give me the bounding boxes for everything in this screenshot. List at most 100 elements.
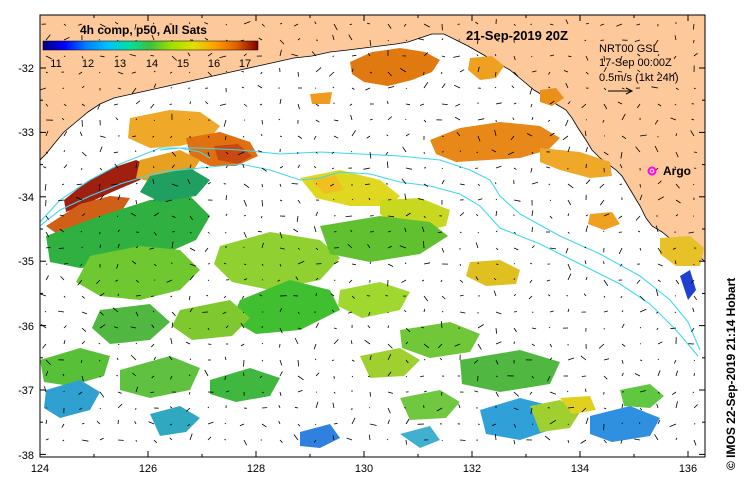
current-vector — [225, 151, 229, 155]
current-vector — [405, 39, 408, 41]
current-vector — [153, 212, 160, 217]
current-vector — [494, 71, 497, 77]
current-vector — [116, 357, 119, 361]
current-vector — [693, 439, 697, 446]
current-vector — [530, 262, 533, 265]
current-vector — [562, 135, 569, 141]
current-vector — [620, 439, 623, 444]
current-vector — [44, 386, 47, 393]
current-vector — [421, 226, 425, 233]
current-vector — [225, 231, 227, 234]
current-vector — [657, 180, 662, 185]
current-vector — [530, 23, 533, 25]
current-vector — [675, 199, 681, 204]
current-vector — [135, 162, 138, 169]
current-vector — [418, 38, 425, 41]
current-vector — [297, 311, 300, 315]
current-vector — [368, 311, 371, 316]
current-vector — [96, 279, 101, 284]
current-vector — [206, 294, 209, 297]
current-vector — [63, 295, 66, 298]
current-vector — [369, 355, 372, 361]
current-vector — [420, 375, 425, 377]
current-vector — [549, 215, 553, 219]
current-vector — [363, 167, 371, 170]
current-vector — [239, 423, 245, 427]
current-vector — [115, 279, 119, 282]
current-vector — [585, 214, 589, 217]
current-vector — [113, 103, 119, 106]
current-vector — [495, 327, 497, 334]
current-vector — [219, 103, 227, 106]
lon-label: 124 — [31, 463, 49, 475]
current-vector — [333, 422, 338, 425]
current-vector — [491, 423, 497, 426]
current-vector — [495, 198, 498, 201]
current-vector — [294, 23, 299, 27]
current-vector — [279, 231, 283, 239]
current-vector — [225, 23, 227, 26]
current-vector — [549, 199, 552, 202]
current-vector — [691, 279, 695, 284]
current-vector — [113, 326, 119, 329]
current-vector — [565, 247, 569, 254]
current-vector — [513, 263, 516, 265]
current-vector — [495, 211, 498, 217]
current-vector — [131, 71, 137, 74]
current-vector — [617, 70, 623, 73]
current-vector — [279, 23, 283, 25]
current-vector — [671, 71, 677, 77]
current-vector — [225, 325, 229, 329]
current-vector — [529, 391, 533, 395]
current-vector — [332, 55, 335, 57]
current-vector — [351, 68, 354, 73]
current-vector — [117, 391, 122, 394]
current-vector — [567, 55, 572, 58]
current-vector — [150, 391, 155, 394]
current-vector — [332, 86, 335, 89]
current-vector — [513, 293, 517, 297]
current-vector — [148, 421, 155, 425]
current-vector — [347, 244, 353, 249]
current-vector — [367, 244, 371, 249]
current-vector — [279, 371, 283, 377]
current-vector — [297, 164, 300, 169]
current-scale: 0.5m/s (1kt 24h) — [599, 72, 678, 84]
current-vector — [549, 391, 557, 395]
current-vector — [691, 118, 695, 121]
current-vector — [333, 391, 336, 394]
longitude-labels: 124 126 128 130 132 134 136 — [31, 463, 697, 475]
current-vector — [351, 54, 357, 57]
current-vector — [423, 215, 426, 219]
current-vector — [423, 71, 425, 76]
current-vector — [207, 151, 210, 157]
current-vector — [152, 135, 155, 138]
lat-label: -33 — [18, 127, 34, 139]
current-vector — [297, 71, 299, 77]
current-vector — [387, 391, 394, 394]
current-vector — [171, 322, 174, 329]
current-vector — [405, 327, 411, 333]
current-vector — [99, 311, 104, 316]
current-vector — [674, 35, 677, 41]
current-vector — [189, 164, 192, 169]
current-vector — [241, 295, 245, 300]
current-vector — [458, 404, 461, 409]
current-vector — [332, 435, 335, 441]
current-vector — [621, 372, 624, 377]
current-vector — [171, 164, 175, 169]
current-vector — [99, 23, 106, 28]
current-vector — [333, 119, 339, 122]
current-vector — [675, 133, 677, 137]
current-vector — [297, 375, 304, 381]
current-vector — [585, 71, 589, 75]
current-vector — [675, 370, 678, 377]
current-vector — [279, 39, 285, 45]
current-vector — [189, 101, 191, 105]
current-vector — [188, 71, 191, 74]
current-vector — [441, 391, 443, 396]
current-vector — [99, 194, 105, 201]
current-vector — [261, 242, 264, 249]
current-vector — [619, 183, 623, 185]
current-vector — [99, 146, 103, 153]
